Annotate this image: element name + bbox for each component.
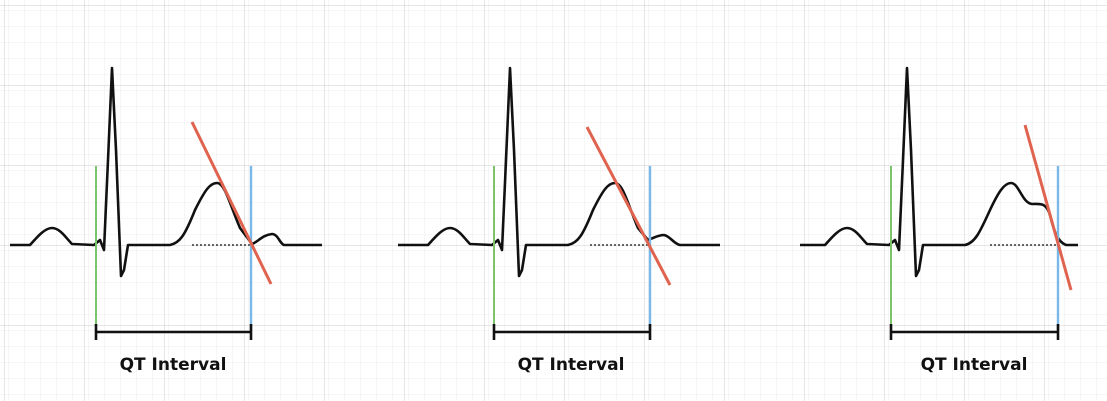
tangent xyxy=(1023,124,1073,291)
interval-bracket xyxy=(889,324,1060,340)
label: QT Interval xyxy=(921,355,1028,375)
label: QT Interval xyxy=(518,355,625,375)
label: QT Interval xyxy=(120,355,227,375)
tangent xyxy=(585,126,672,286)
panel-normal: QT Interval xyxy=(10,66,322,375)
panel-notched-t: QT Interval xyxy=(800,66,1078,375)
interval-bracket xyxy=(94,324,253,340)
ecg-trace xyxy=(398,66,720,278)
interval-bracket xyxy=(492,324,652,340)
panel-u-wave: QT Interval xyxy=(398,66,720,375)
tangent xyxy=(190,121,273,285)
ecg-trace xyxy=(10,66,322,278)
